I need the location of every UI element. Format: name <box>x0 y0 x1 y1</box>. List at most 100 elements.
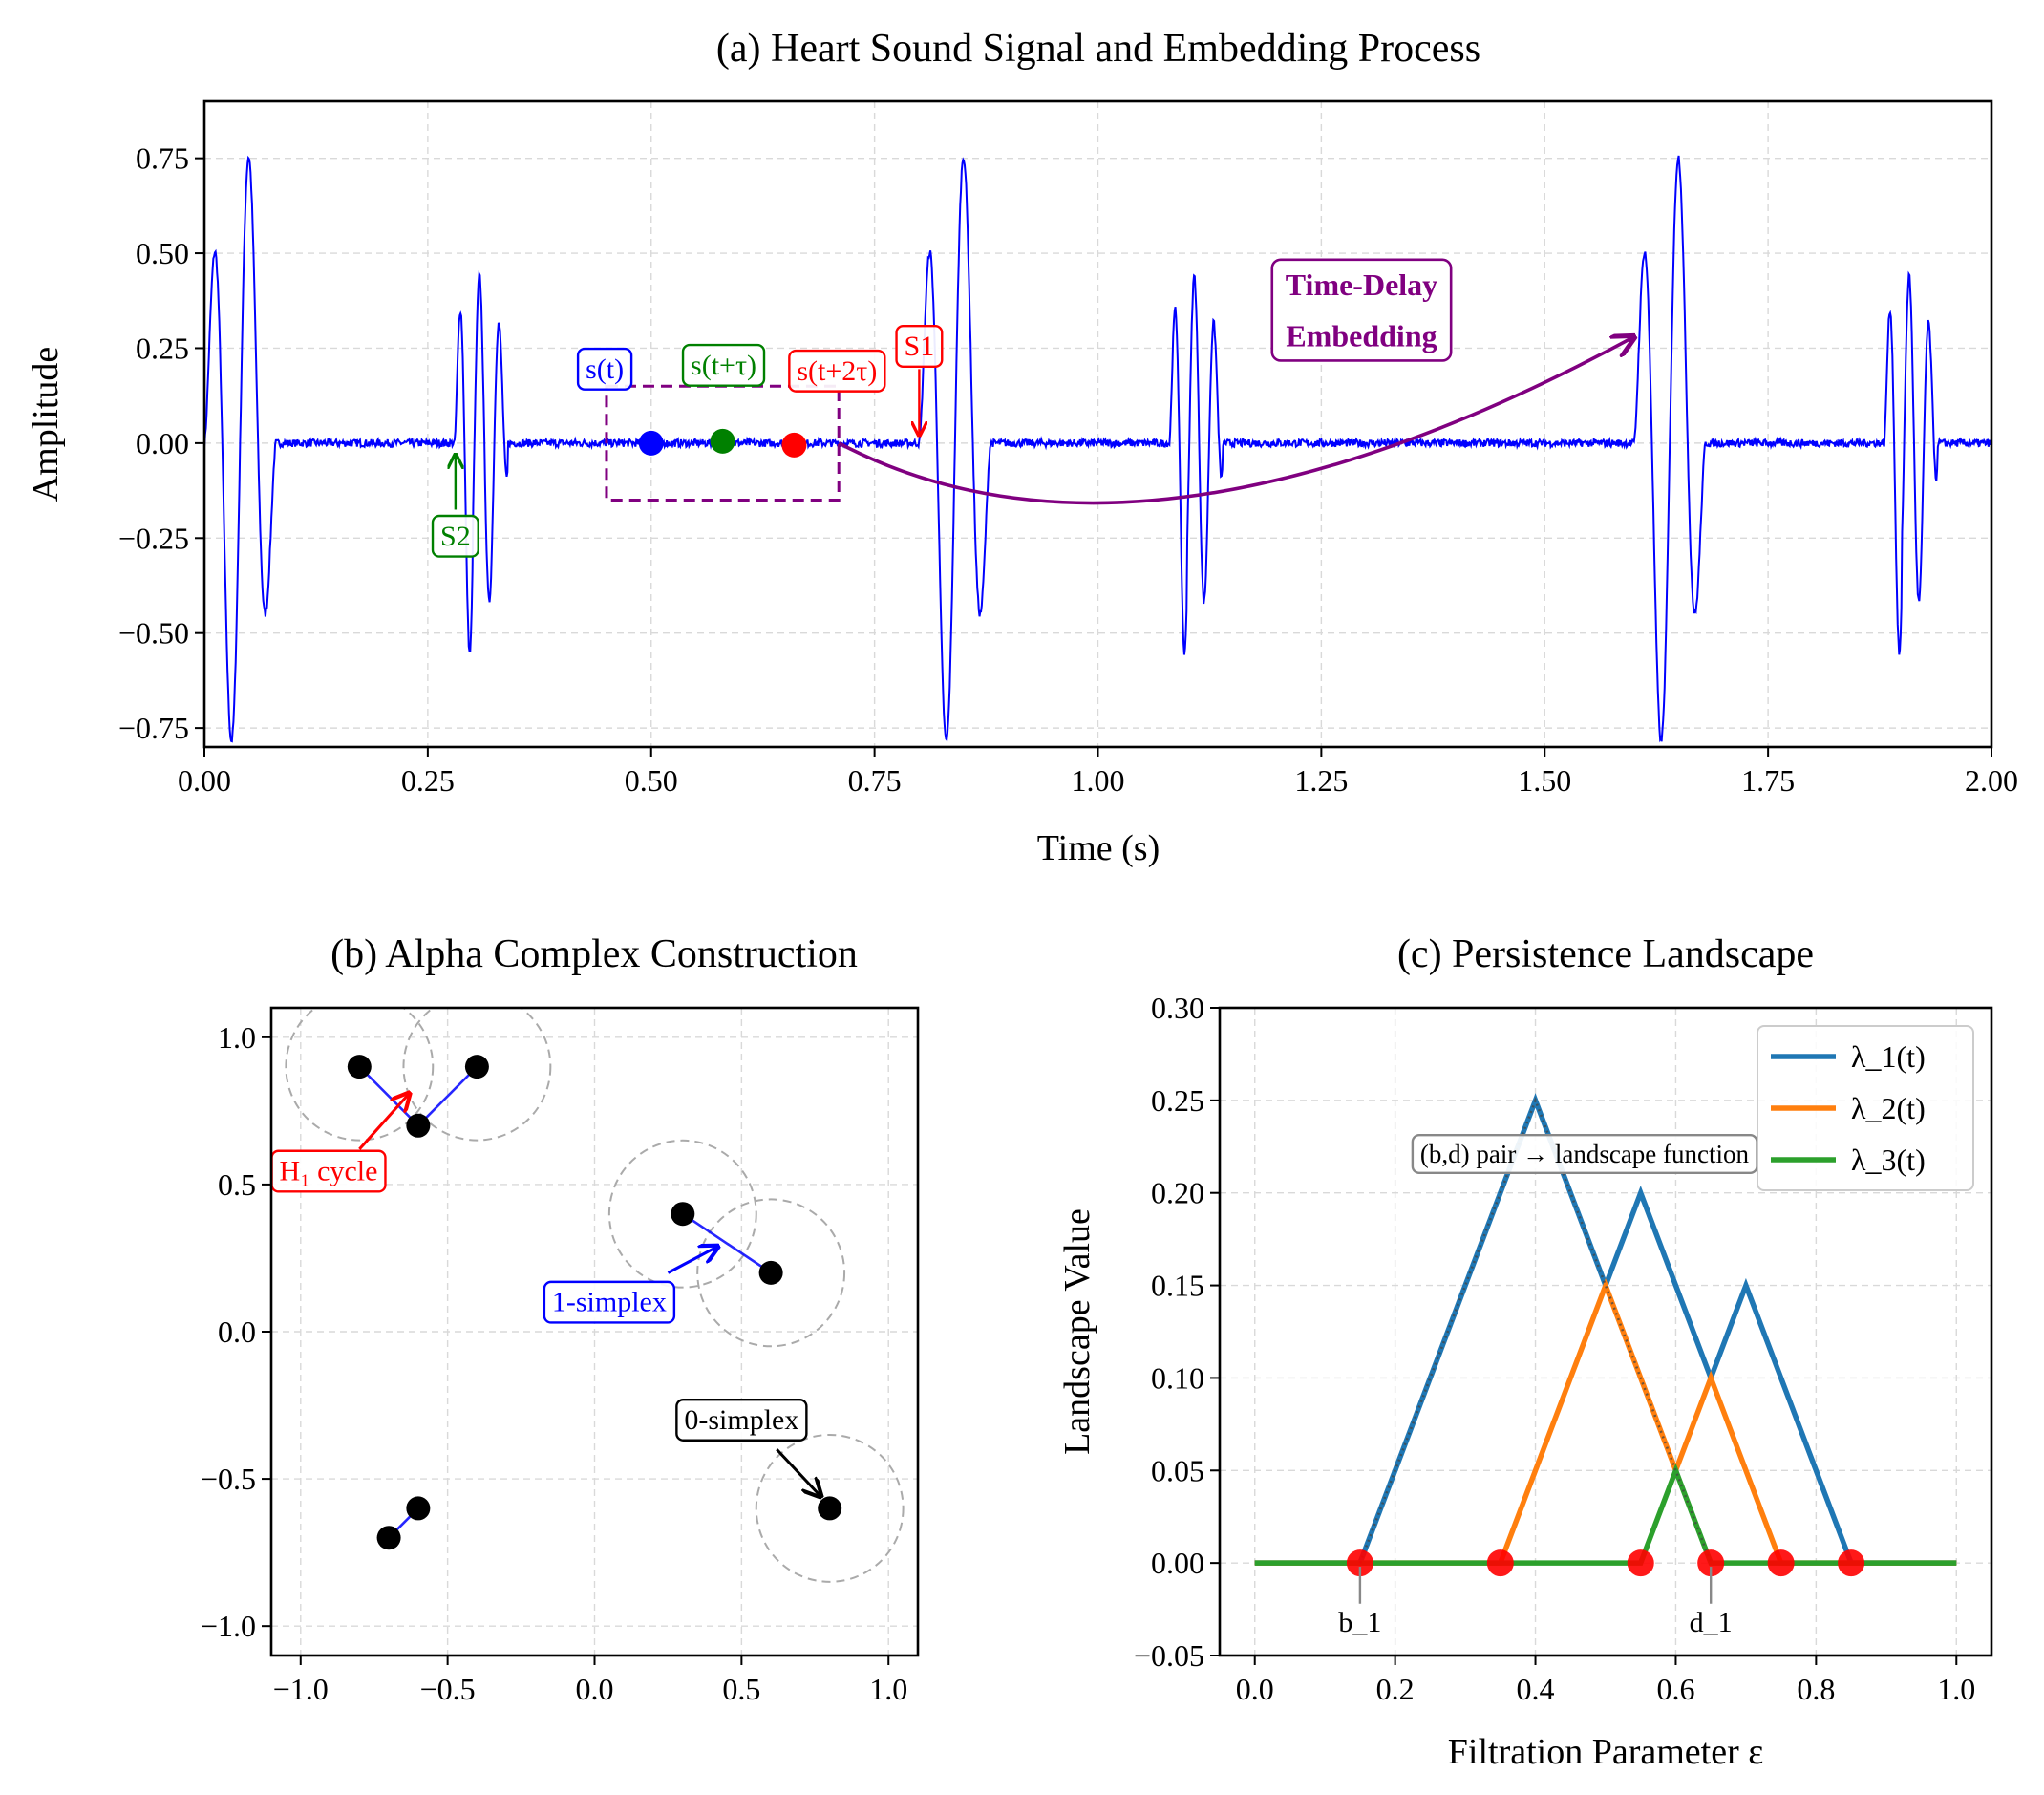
b-ytick-label: 1.0 <box>218 1020 256 1055</box>
complex-vertex <box>347 1055 372 1079</box>
pair-annotation: (b,d) pair → landscape function <box>1411 1134 1758 1175</box>
a-xtick-label: 1.00 <box>1072 763 1125 798</box>
b-xtick-label: 0.5 <box>722 1672 760 1706</box>
legend-label: λ_3(t) <box>1851 1143 1926 1177</box>
birth-death-marker <box>1697 1549 1725 1577</box>
persistence-pair-overlay <box>1358 1097 1713 1564</box>
lambda-3-line <box>1254 1463 1957 1566</box>
a-ytick-label: 0.50 <box>136 236 189 270</box>
complex-vertex <box>376 1526 401 1550</box>
h1-cycle-arrow <box>358 1093 409 1150</box>
d1-label: d_1 <box>1690 1607 1733 1638</box>
time-delay-embedding-line2: Embedding <box>1286 318 1437 353</box>
a-xtick-label: 1.25 <box>1294 763 1348 798</box>
c-ytick-label: 0.25 <box>1151 1083 1204 1118</box>
panel-c-xlabel: Filtration Parameter ε <box>1448 1732 1763 1772</box>
alpha-ball <box>285 1008 435 1142</box>
c-ytick-label: −0.05 <box>1134 1638 1204 1673</box>
complex-vertex <box>758 1260 783 1285</box>
label-s-t-text: s(t) <box>586 353 624 385</box>
h1-cycle-label-text: H₁ cycle <box>280 1156 378 1187</box>
c-xtick-label: 0.0 <box>1236 1672 1274 1706</box>
alpha-ball <box>755 1433 905 1583</box>
b-ytick-label: 0.0 <box>218 1314 256 1349</box>
lambda-2-line <box>1254 1277 1957 1566</box>
birth-death-marker <box>1627 1549 1654 1577</box>
embedding-point-s-t <box>638 430 664 456</box>
c-ytick-label: 0.10 <box>1151 1360 1204 1395</box>
legend-label: λ_2(t) <box>1851 1091 1926 1125</box>
a-xtick-label: 0.25 <box>401 763 455 798</box>
c-ytick-label: 0.30 <box>1151 991 1204 1025</box>
alpha-ball <box>402 1008 552 1142</box>
c-ytick-label: 0.00 <box>1151 1546 1204 1580</box>
simplex-edge <box>358 1065 419 1127</box>
birth-death-marker <box>1346 1549 1373 1577</box>
a-ytick-label: 0.25 <box>136 331 189 365</box>
time-delay-embedding-label: Time-Delay Embedding <box>1270 258 1453 362</box>
a-xtick-label: 1.75 <box>1741 763 1795 798</box>
legend-label: λ_1(t) <box>1851 1039 1926 1074</box>
embedding-point-s-t-2tau <box>781 432 807 458</box>
complex-vertex <box>671 1202 695 1227</box>
one-simplex-label-box <box>543 1280 676 1324</box>
zero-simplex-label-box <box>675 1398 808 1442</box>
a-ytick-label: 0.00 <box>136 426 189 460</box>
pair-annotation-text: (b,d) pair → landscape function <box>1420 1140 1750 1168</box>
a-ytick-label: −0.25 <box>118 521 189 555</box>
h1-cycle-label: H₁ cycle <box>270 1149 387 1193</box>
s1-label: S1 <box>895 324 944 368</box>
panel-c-frame <box>1218 1006 1993 1657</box>
birth-death-marker <box>1838 1549 1865 1577</box>
c-ytick-label: 0.15 <box>1151 1269 1204 1303</box>
alpha-ball <box>607 1139 757 1289</box>
embedding-arrow <box>838 337 1634 505</box>
simplex-edge <box>416 1065 479 1127</box>
heart-sound-line <box>204 155 1991 743</box>
one-simplex-label: 1-simplex <box>543 1280 676 1324</box>
complex-vertex <box>406 1496 431 1521</box>
label-s-t: s(t) <box>576 347 633 391</box>
birth-death-marker <box>1486 1549 1514 1577</box>
panel-c-ylabel: Landscape Value <box>1057 1208 1097 1455</box>
panel-c-landscape: (c) Persistence Landscape b_1 d_1 (b,d) pa… <box>1057 932 1993 1772</box>
a-xtick-label: 0.50 <box>625 763 678 798</box>
alpha-ball <box>696 1198 846 1348</box>
b-ytick-label: −0.5 <box>201 1462 256 1496</box>
label-s-t-tau-text: s(t+τ) <box>691 350 756 381</box>
zero-simplex-arrow <box>776 1448 820 1496</box>
label-s-t-tau: s(t+τ) <box>681 343 766 387</box>
panel-b-title: (b) Alpha Complex Construction <box>330 932 858 976</box>
simplex-edge <box>682 1212 772 1274</box>
a-xtick-label: 0.00 <box>178 763 231 798</box>
s1-label-box <box>895 324 944 368</box>
one-simplex-label-text: 1-simplex <box>552 1287 667 1318</box>
c-ytick-label: 0.20 <box>1151 1176 1204 1210</box>
c-xtick-label: 0.4 <box>1517 1672 1555 1706</box>
panel-b-alpha-complex: (b) Alpha Complex Construction H₁ cycle 1… <box>201 932 920 1706</box>
b-ytick-label: −1.0 <box>201 1609 256 1643</box>
one-simplex-arrow <box>667 1247 717 1274</box>
label-s-t-box <box>576 347 633 391</box>
complex-vertex <box>818 1496 842 1521</box>
a-xtick-label: 0.75 <box>848 763 902 798</box>
legend-frame <box>1757 1025 1974 1191</box>
time-delay-embedding-line1: Time-Delay <box>1286 267 1437 302</box>
time-delay-embedding-box <box>1270 258 1453 362</box>
s2-label: S2 <box>431 514 479 558</box>
s2-label-text: S2 <box>440 521 471 552</box>
b-xtick-label: 1.0 <box>869 1672 907 1706</box>
panel-a-ylabel: Amplitude <box>26 347 66 502</box>
c-xtick-label: 0.6 <box>1656 1672 1694 1706</box>
b-xtick-label: 0.0 <box>576 1672 614 1706</box>
b-ytick-label: 0.5 <box>218 1167 256 1202</box>
a-xtick-label: 1.50 <box>1518 763 1571 798</box>
label-s-t-tau-box <box>681 343 766 387</box>
birth-death-marker <box>1767 1549 1795 1577</box>
zero-simplex-label: 0-simplex <box>675 1398 808 1442</box>
b-xtick-label: −1.0 <box>273 1672 329 1706</box>
s2-label-box <box>431 514 479 558</box>
c-xtick-label: 0.2 <box>1376 1672 1415 1706</box>
label-s-t-2tau: s(t+2τ) <box>788 349 886 393</box>
